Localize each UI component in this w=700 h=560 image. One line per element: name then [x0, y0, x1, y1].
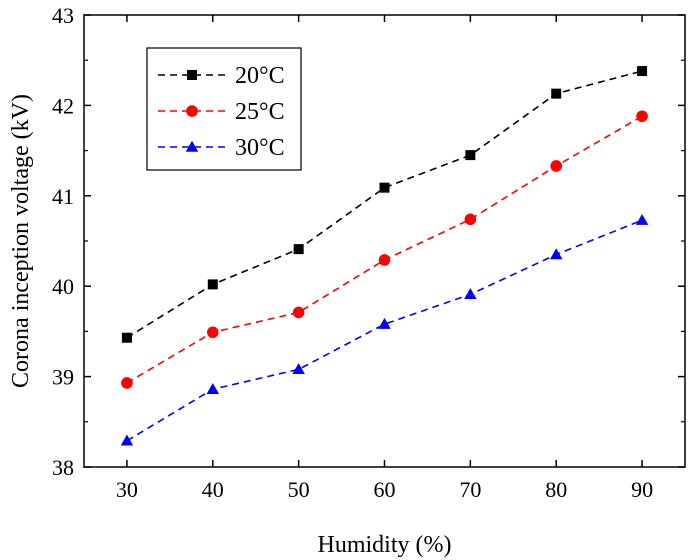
data-point	[551, 88, 562, 99]
series-1	[121, 66, 648, 343]
data-point	[292, 363, 305, 375]
legend-frame	[146, 47, 302, 171]
legend-label: 30°C	[235, 135, 285, 161]
x-tick-label: 70	[459, 477, 481, 502]
data-point	[206, 326, 219, 339]
data-point	[637, 66, 648, 77]
series-layer	[120, 66, 649, 446]
y-tick-label: 40	[52, 274, 74, 299]
y-axis-label: Corona inception voltage (kV)	[8, 94, 34, 388]
data-point	[636, 110, 648, 123]
y-tick-label: 42	[52, 93, 74, 118]
legend-item: 25°C	[158, 99, 285, 125]
x-axis-label: Humidity (%)	[318, 532, 452, 558]
data-point	[378, 254, 391, 266]
x-tick-label: 80	[545, 477, 567, 502]
data-point	[293, 244, 304, 255]
data-point	[465, 150, 476, 161]
legend-marker	[186, 105, 198, 117]
x-tick-label: 50	[288, 477, 310, 502]
legend-item: 20°C	[158, 63, 285, 89]
legend: 20°C 25°C 30°C	[146, 47, 302, 171]
y-tick-label: 38	[52, 455, 74, 480]
x-tick-label: 40	[202, 477, 224, 502]
data-point	[464, 213, 477, 226]
series-line	[126, 219, 643, 442]
data-point	[549, 248, 563, 260]
data-point	[635, 213, 649, 225]
series-2	[121, 110, 648, 389]
legend-marker	[185, 140, 199, 152]
data-point	[292, 306, 305, 319]
data-point	[464, 288, 477, 300]
data-point	[121, 332, 132, 343]
legend-item: 30°C	[158, 135, 285, 161]
x-tick-label: 30	[116, 477, 138, 502]
data-point	[120, 434, 134, 446]
ticks-layer: 30 40 50 60 70 80 90 38 39 40 41 42 43	[52, 3, 685, 502]
y-tick-label: 41	[52, 184, 74, 209]
y-tick-label: 39	[52, 365, 74, 390]
data-point	[207, 279, 218, 290]
data-point	[379, 182, 390, 193]
data-point	[378, 317, 391, 329]
x-tick-label: 60	[374, 477, 396, 502]
data-point	[121, 377, 133, 389]
plot-frame	[83, 14, 686, 468]
y-tick-label: 43	[52, 3, 74, 28]
legend-marker	[187, 70, 197, 80]
x-tick-label: 90	[631, 477, 653, 502]
data-point	[550, 160, 563, 172]
series-3	[120, 213, 649, 446]
legend-label: 20°C	[235, 63, 285, 89]
data-point	[206, 383, 220, 394]
legend-label: 25°C	[235, 99, 285, 125]
